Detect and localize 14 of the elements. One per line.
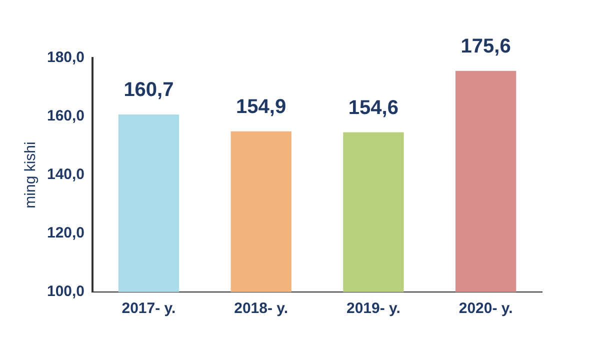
y-axis-title: ming kishi bbox=[22, 142, 40, 208]
y-tick-label: 100,0 bbox=[46, 283, 85, 300]
y-tick-label: 160,0 bbox=[46, 108, 85, 125]
data-label: 154,9 bbox=[236, 96, 286, 118]
x-tick-label: 2018- y. bbox=[234, 300, 288, 318]
data-label: 160,7 bbox=[124, 78, 174, 101]
x-tick-label: 2020- y. bbox=[458, 300, 513, 318]
x-tick-label: 2019- y. bbox=[346, 300, 400, 318]
y-tick-label: 140,0 bbox=[46, 166, 85, 184]
y-tick-label: 180,0 bbox=[46, 49, 85, 66]
x-tick-label: 2017- y. bbox=[122, 300, 176, 318]
y-tick-label: 120,0 bbox=[46, 224, 85, 242]
data-label: 175,6 bbox=[460, 35, 511, 58]
data-label: 154,6 bbox=[348, 96, 398, 119]
